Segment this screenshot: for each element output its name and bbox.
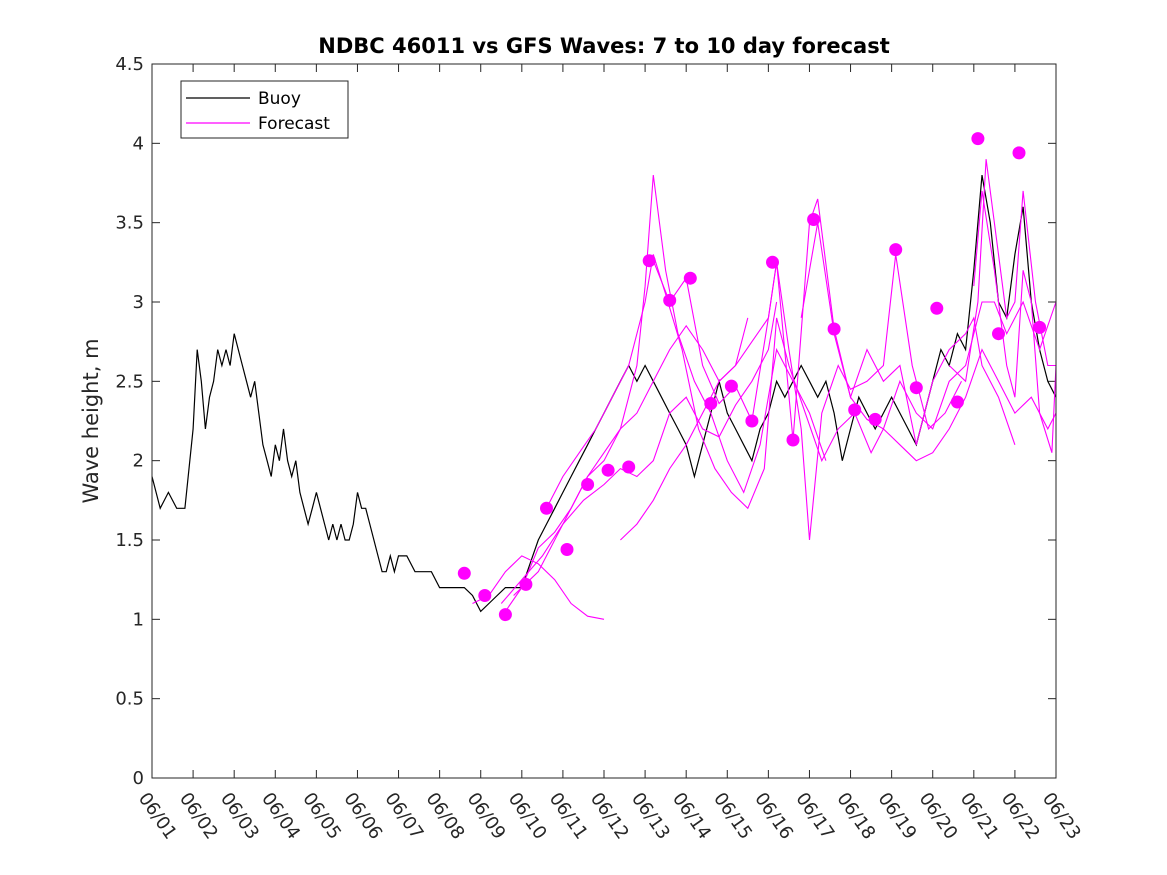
forecast-marker: [766, 255, 779, 269]
axes-box: [151, 63, 1057, 779]
y-tick-label: 1: [133, 609, 144, 630]
chart-title: NDBC 46011 vs GFS Waves: 7 to 10 day for…: [318, 34, 889, 58]
plot-background: [152, 64, 1056, 778]
legend-box: [180, 80, 349, 139]
y-tick-label: 3.5: [115, 213, 144, 234]
forecast-marker: [868, 412, 882, 426]
forecast-marker: [683, 271, 697, 285]
forecast-marker: [889, 243, 903, 257]
y-tick-label: 0: [133, 768, 144, 789]
y-tick-label: 2: [133, 451, 144, 472]
forecast-markers: [457, 132, 1047, 622]
forecast-marker: [560, 543, 574, 556]
forecast-line: [882, 300, 1057, 430]
forecast-marker: [601, 463, 615, 477]
forecast-series: [472, 159, 1057, 620]
forecast-marker: [786, 433, 800, 447]
forecast-marker: [724, 379, 738, 393]
forecast-line: [800, 222, 1057, 462]
legend-label-forecast: Forecast: [258, 114, 330, 134]
forecast-marker: [519, 577, 533, 591]
forecast-marker: [1033, 320, 1047, 334]
forecast-marker: [848, 403, 862, 417]
forecast-line: [504, 317, 749, 612]
forecast-marker: [950, 395, 964, 409]
y-axis-label: Wave height, m: [79, 338, 103, 503]
forecast-marker: [909, 381, 923, 395]
plot-area: [152, 64, 1056, 778]
forecast-marker: [478, 589, 492, 602]
forecast-marker: [498, 608, 512, 622]
legend-label-buoy: Buoy: [258, 89, 301, 109]
forecast-marker: [1012, 146, 1026, 160]
forecast-marker: [457, 566, 471, 580]
y-tick-label: 1.5: [115, 530, 144, 551]
forecast-line: [620, 254, 962, 541]
forecast-marker: [540, 501, 553, 515]
y-tick-label: 0.5: [115, 689, 144, 710]
forecast-marker: [704, 397, 718, 410]
axes-frame: [151, 63, 1057, 779]
forecast-marker: [971, 132, 985, 146]
forecast-line: [973, 190, 1057, 453]
y-tick-label: 4.5: [115, 54, 144, 75]
forecast-marker: [581, 478, 595, 491]
y-tick-label: 3: [133, 292, 144, 313]
forecast-marker: [930, 301, 944, 315]
forecast-marker: [827, 322, 841, 336]
forecast-line: [546, 254, 884, 510]
y-tick-label: 4: [133, 133, 144, 154]
y-tick-label: 2.5: [115, 371, 144, 392]
forecast-marker: [622, 460, 636, 474]
forecast-line: [472, 555, 605, 620]
forecast-marker: [992, 327, 1005, 341]
forecast-marker: [745, 414, 759, 428]
forecast-marker: [642, 254, 656, 268]
forecast-marker: [663, 293, 677, 307]
forecast-marker: [807, 213, 821, 226]
y-axis-ticks: 0 0.5 1 1.5 2 2.5 3 3.5 4 4.5: [115, 54, 1056, 789]
legend: Buoy Forecast: [180, 80, 349, 139]
